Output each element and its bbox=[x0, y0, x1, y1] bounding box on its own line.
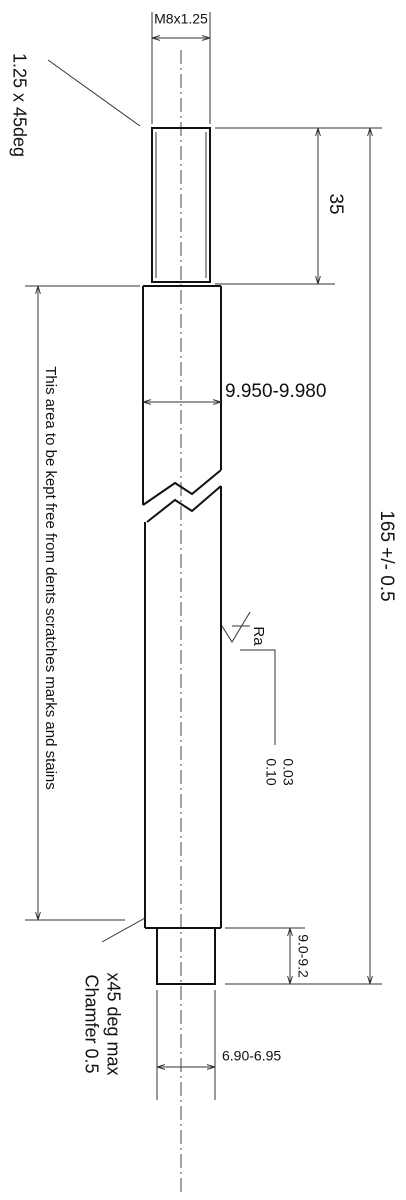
ra-upper: 0.03 bbox=[280, 758, 296, 785]
overall-label: 165 +/- 0.5 bbox=[376, 510, 397, 601]
chamfer-note-2: x45 deg max bbox=[103, 972, 123, 1075]
surface-note: This area to be kept free from dents scr… bbox=[25, 285, 140, 921]
thread-label: M8x1.25 bbox=[154, 11, 208, 27]
roughness: Ra 0.03 0.10 bbox=[221, 611, 296, 786]
thread-length-label: 35 bbox=[325, 193, 346, 214]
thread-dim: M8x1.25 bbox=[151, 11, 211, 124]
leader bbox=[47, 59, 141, 127]
ra-lower: 0.10 bbox=[263, 758, 279, 785]
overall-dim: 165 +/- 0.5 bbox=[225, 128, 397, 985]
chamfer-label: 1.25 x 45deg bbox=[9, 53, 29, 157]
diameter-label: 9.950-9.980 bbox=[225, 381, 326, 402]
chamfer-note-1: Chamfer 0.5 bbox=[81, 974, 101, 1073]
ra-label: Ra bbox=[250, 626, 267, 646]
note-text: This area to be kept free from dents scr… bbox=[42, 366, 59, 790]
pin-diameter-label: 6.90-6.95 bbox=[222, 1048, 281, 1064]
pin-diameter-dim: 6.90-6.95 bbox=[156, 990, 281, 1100]
pin-length-dim: 9.0-9.2 bbox=[225, 927, 311, 984]
pin-length-label: 9.0-9.2 bbox=[295, 934, 311, 978]
shaft bbox=[142, 127, 222, 985]
leader bbox=[101, 917, 146, 943]
thread-length-dim: 35 bbox=[215, 127, 382, 285]
